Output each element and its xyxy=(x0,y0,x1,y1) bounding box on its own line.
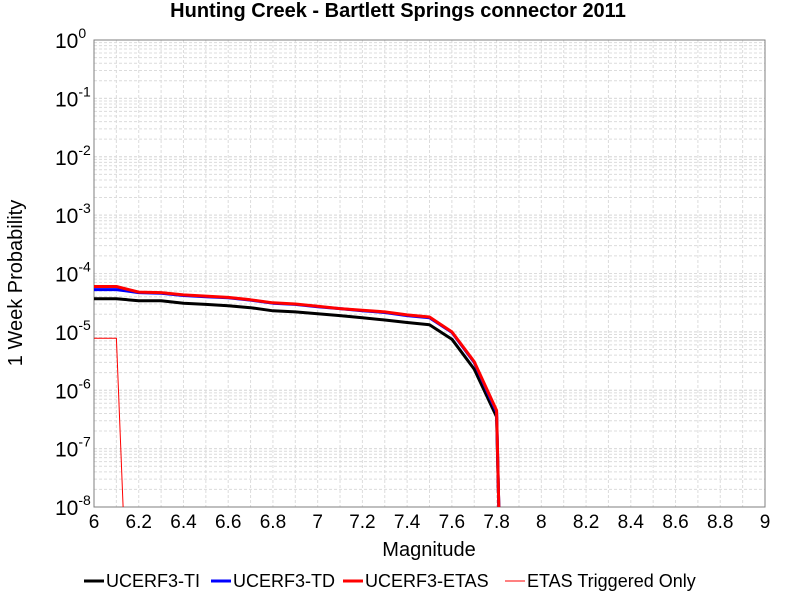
x-tick-label: 9 xyxy=(760,512,771,533)
series-layer xyxy=(94,285,501,508)
x-tick-label: 8.2 xyxy=(573,512,599,533)
x-tick-label: 8.4 xyxy=(618,512,645,533)
x-axis-label: Magnitude xyxy=(382,539,475,561)
plot-area-frame xyxy=(93,39,766,508)
y-tick-label: 10-1 xyxy=(55,83,91,111)
x-tick-label: 7.2 xyxy=(349,512,375,533)
legend-label: UCERF3-ETAS xyxy=(365,571,489,591)
y-tick-label: 10-2 xyxy=(55,142,91,170)
x-tick-label: 7.6 xyxy=(439,512,465,533)
x-tick-label: 8 xyxy=(536,512,547,533)
y-axis-label: 1 Week Probability xyxy=(5,200,27,366)
x-tick-label: 6.2 xyxy=(126,512,152,533)
y-tick-label: 100 xyxy=(55,25,86,53)
series-line-1 xyxy=(94,297,501,508)
legend: UCERF3-TI UCERF3-TD UCERF3-ETAS ETAS Trigge… xyxy=(84,571,696,591)
x-tick-label: 6.8 xyxy=(260,512,286,533)
legend-label: UCERF3-TI xyxy=(106,571,200,591)
chart-title: Hunting Creek - Bartlett Springs connect… xyxy=(170,0,626,22)
legend-label: UCERF3-TD xyxy=(233,571,335,591)
series-line-4 xyxy=(94,337,124,508)
y-axis-ticks: 100 10-1 10-2 10-3 10-4 10-5 10-6 10-7 10-8 xyxy=(55,25,91,520)
x-tick-label: 7.8 xyxy=(483,512,509,533)
x-tick-label: 7 xyxy=(312,512,323,533)
legend-label: ETAS Triggered Only xyxy=(527,571,696,591)
y-tick-label: 10-4 xyxy=(55,259,91,287)
y-tick-label: 10-7 xyxy=(55,434,91,462)
y-tick-label: 10-8 xyxy=(55,492,91,520)
x-tick-label: 6.6 xyxy=(215,512,241,533)
plot-grid xyxy=(94,39,765,507)
y-tick-label: 10-6 xyxy=(55,375,91,403)
series-line-3 xyxy=(94,285,501,508)
y-tick-label: 10-5 xyxy=(55,317,91,345)
x-tick-label: 7.4 xyxy=(394,512,421,533)
x-tick-label: 6 xyxy=(89,512,100,533)
y-tick-label: 10-3 xyxy=(55,200,91,228)
x-tick-label: 8.8 xyxy=(707,512,733,533)
x-tick-label: 8.6 xyxy=(662,512,688,533)
x-tick-label: 6.4 xyxy=(170,512,197,533)
x-axis-ticks: 6 6.2 6.4 6.6 6.8 7 7.2 7.4 7.6 7.8 8 8.2 8.4 8.6 8.8 9 xyxy=(89,512,771,533)
